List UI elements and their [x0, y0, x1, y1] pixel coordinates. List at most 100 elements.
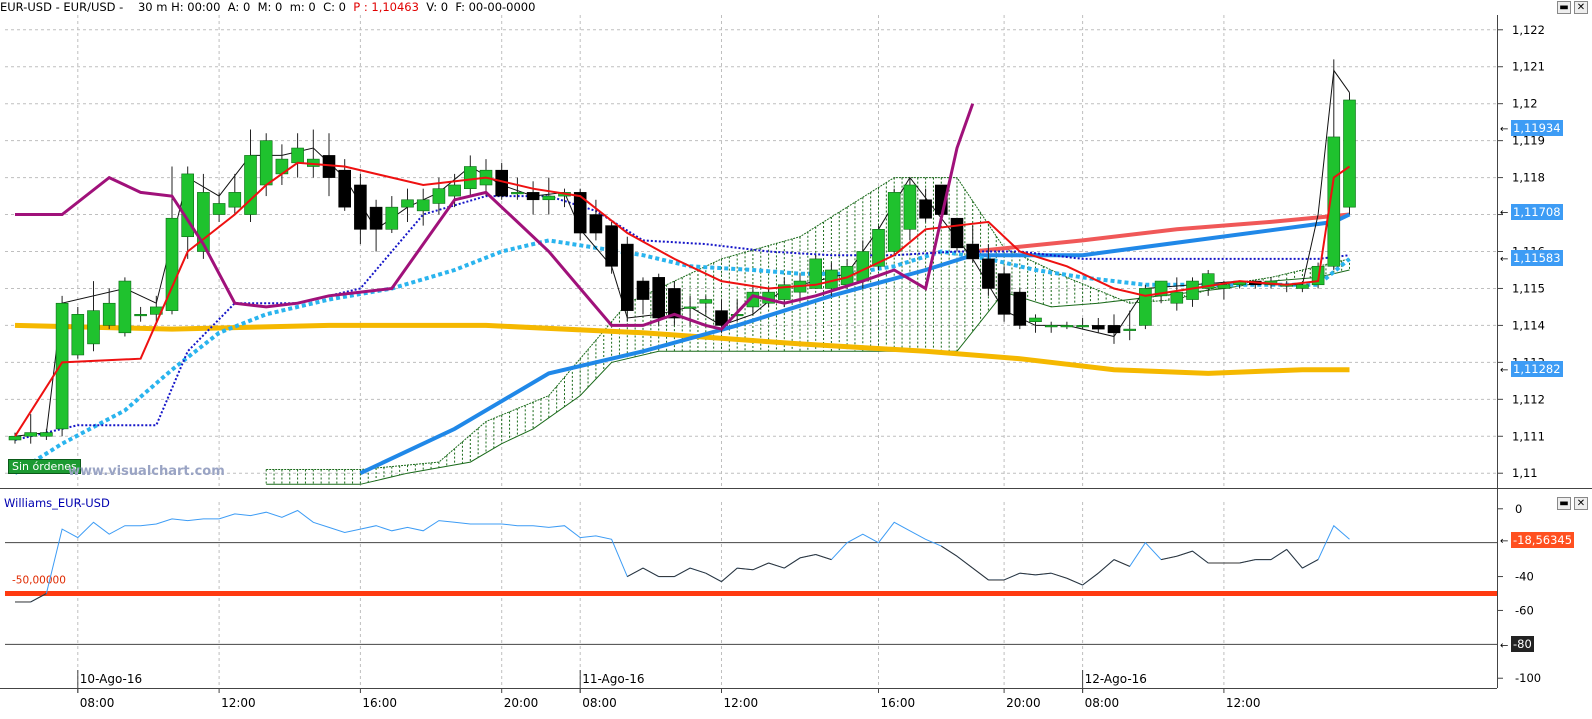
price-tag-arrow: ←	[1500, 254, 1508, 265]
axes: 1,1221,1211,121,1191,1181,1171,1161,1151…	[0, 15, 1592, 689]
williams-oversold-segment	[1160, 555, 1177, 561]
candle-bull	[1343, 99, 1356, 208]
date-tick-label: 10-Ago-16	[80, 672, 142, 686]
price-tag: 1,11282	[1511, 361, 1563, 377]
candle-bull	[809, 258, 823, 289]
candle-bull	[24, 432, 38, 437]
ichimoku-cloud	[265, 177, 1350, 485]
williams-oversold-segment	[705, 572, 722, 583]
candle-bull	[872, 229, 885, 267]
candle-bear	[668, 288, 681, 319]
candle-bear	[573, 192, 587, 234]
orange-average-line	[14, 322, 1350, 376]
williams-oversold-segment	[799, 554, 816, 559]
price-tag: 1,11583	[1511, 249, 1563, 266]
price-tick-label: 1,119	[1512, 134, 1545, 148]
time-tick-label: 08:00	[1085, 696, 1120, 710]
max-label: M: 0	[257, 0, 283, 14]
price-tag-arrow: ←	[1500, 208, 1508, 219]
williams-oversold-segment	[642, 567, 659, 577]
williams-line	[15, 509, 1350, 603]
candle-bear	[354, 184, 367, 230]
time-tick-label: 08:00	[80, 696, 115, 710]
williams-oversold-segment	[30, 593, 47, 603]
williams-oversold-segment	[721, 567, 738, 583]
williams-oversold-segment	[1286, 549, 1303, 569]
williams-tag-arrow: ←	[1500, 536, 1508, 547]
min-label: m: 0	[289, 0, 316, 14]
candle-bull	[1170, 291, 1184, 304]
close-icon[interactable]: ✕	[1574, 497, 1588, 510]
sub-tick-label: -60	[1515, 603, 1534, 617]
time-axis: 08:00 12:00 16:00 20:00 08:00 12:00 16:00 20:00…	[77, 670, 1260, 710]
candle-bear	[369, 206, 383, 230]
williams-oversold-segment	[1082, 572, 1099, 586]
candle-bull	[71, 314, 85, 356]
time-tick-label: 16:00	[362, 696, 397, 710]
time-tick-label: 12:00	[221, 696, 256, 710]
williams-oversold-segment	[1003, 572, 1020, 581]
sub-tick-label: -100	[1515, 671, 1541, 685]
sub-window-buttons: ▬ ✕	[1557, 497, 1588, 510]
sub-tick-label: -40	[1515, 570, 1534, 584]
candle-bear	[636, 280, 650, 300]
price-label: P : 1,10463	[353, 0, 419, 14]
candle-bull	[55, 302, 69, 430]
close-icon[interactable]: ✕	[1574, 1, 1588, 14]
williams-oversold-segment	[784, 557, 801, 569]
williams-oversold-segment	[956, 555, 974, 569]
candle-bull	[903, 184, 917, 230]
candle-bear	[966, 243, 980, 260]
candle-bear	[950, 217, 964, 249]
williams-oversold-segment	[768, 562, 785, 569]
candle-bear	[589, 214, 603, 234]
watermark: www.visualchart.com	[68, 464, 225, 479]
date-label: F: 00-00-0000	[455, 0, 536, 14]
candle-bull	[181, 173, 194, 238]
price-tick-label: 1,114	[1512, 318, 1545, 332]
williams-oversold-segment	[1192, 550, 1209, 564]
orders-badge[interactable]: Sin órdenes	[8, 459, 81, 474]
candle-bull	[511, 192, 524, 195]
candle-bear	[997, 273, 1011, 315]
williams-oversold-segment	[627, 567, 644, 577]
candle-bull	[1139, 288, 1152, 326]
time-tick-label: 16:00	[881, 696, 916, 710]
candle-bear	[919, 199, 932, 219]
candle-bear	[1107, 325, 1121, 334]
candle-bull	[118, 280, 132, 334]
williams-panel: -50,00000	[5, 509, 1497, 645]
time-tick-label: 20:00	[1006, 696, 1041, 710]
window-buttons: ▬ ✕	[1557, 1, 1588, 14]
williams-oversold-segment	[752, 562, 769, 571]
candle-bear	[338, 169, 352, 208]
candle-bull	[1186, 280, 1199, 300]
candle-bull	[291, 147, 304, 164]
date-tick-label: 12-Ago-16	[1085, 672, 1147, 686]
price-tick-label: 1,112	[1512, 392, 1545, 406]
price-tick-label: 1,115	[1512, 281, 1545, 295]
williams-oversold-segment	[1097, 559, 1115, 574]
minimize-icon[interactable]: ▬	[1557, 497, 1571, 510]
minimize-icon[interactable]: ▬	[1557, 1, 1571, 14]
candle-bull	[385, 206, 399, 230]
price-tick-label: 1,12	[1512, 97, 1538, 111]
williams-title: Williams_EUR-USD	[4, 496, 110, 510]
close-line	[14, 69, 1350, 437]
chart-header: EUR-USD - EUR/USD - 30 m H: 00:00 A: 0 M…	[0, 0, 1592, 15]
williams-oversold-segment	[737, 567, 753, 571]
header-sep: -	[51, 0, 64, 14]
candle-bull	[699, 299, 713, 304]
time-tick-label: 08:00	[582, 696, 617, 710]
time-tick-label: 20:00	[504, 696, 539, 710]
williams-oversold-segment	[689, 567, 706, 574]
price-tick-label: 1,111	[1512, 429, 1545, 443]
williams-oversold-segment	[1066, 577, 1083, 586]
close-label: C: 0	[323, 0, 346, 14]
date-tick-label: 11-Ago-16	[582, 672, 644, 686]
candle-bull	[102, 302, 116, 326]
candle-bear	[982, 258, 995, 289]
salmon-average-line	[972, 212, 1350, 254]
candle-bull	[87, 310, 100, 345]
